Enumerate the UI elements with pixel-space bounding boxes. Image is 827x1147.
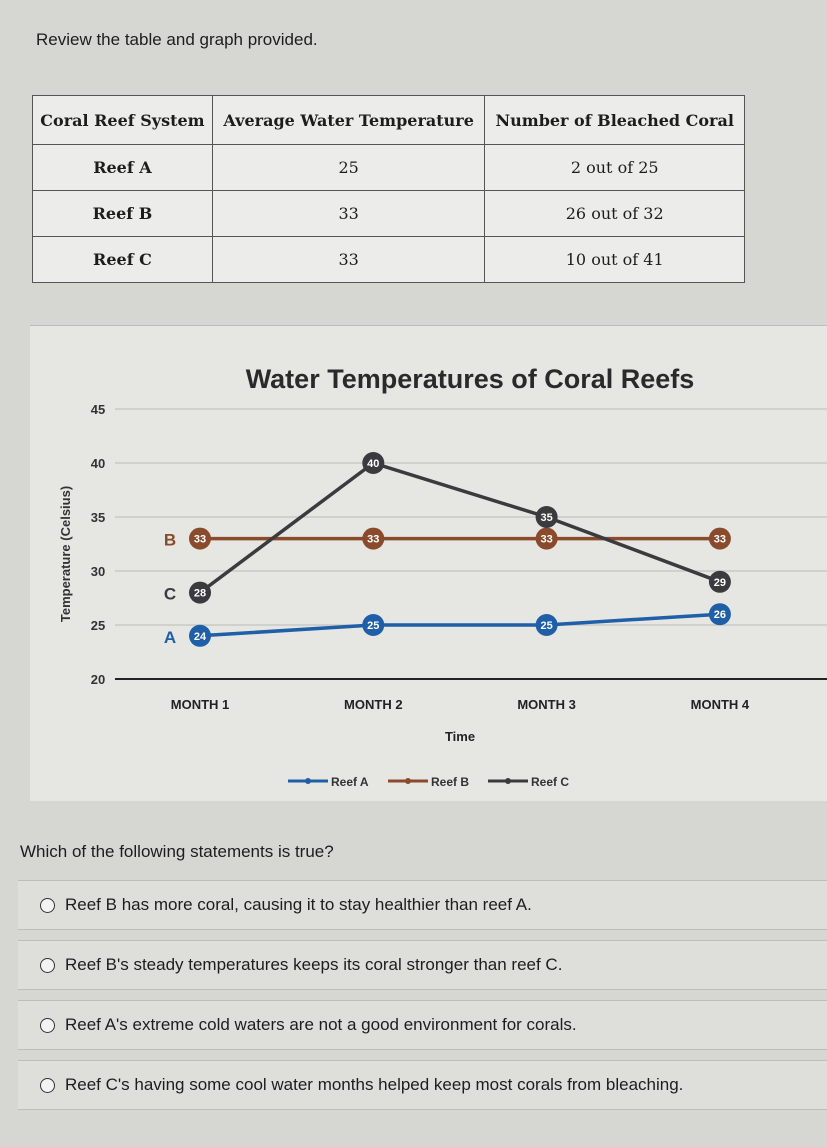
- y-tick-label: 45: [91, 402, 105, 417]
- option-label: Reef C's having some cool water months h…: [65, 1075, 684, 1094]
- data-point: [189, 624, 211, 647]
- y-tick-label: 20: [91, 672, 105, 687]
- option-label: Reef B's steady temperatures keeps its c…: [65, 955, 563, 974]
- x-tick-label: MONTH 4: [691, 697, 750, 712]
- x-tick-label: MONTH 1: [171, 697, 230, 712]
- data-label: 33: [367, 534, 379, 546]
- chart-title: Water Temperatures of Coral Reefs: [246, 364, 695, 394]
- data-point: [535, 614, 558, 636]
- table-cell: 33: [211, 190, 486, 237]
- y-axis-label: Temperature (Celsius): [58, 486, 73, 622]
- data-point: [189, 527, 211, 550]
- table-cell: Reef B: [32, 190, 213, 237]
- legend-label: Reef A: [331, 775, 369, 789]
- legend-marker: [405, 778, 411, 784]
- series-line-A: [199, 612, 721, 638]
- y-tick-label: 30: [91, 564, 105, 579]
- data-point: [362, 452, 385, 474]
- data-point: [708, 570, 731, 593]
- data-label: 29: [714, 577, 726, 589]
- data-label: 28: [194, 588, 206, 600]
- table-row: Reef A 25 2 out of 25: [32, 144, 745, 191]
- option-label: Reef B has more coral, causing it to sta…: [65, 895, 532, 914]
- x-tick-label: MONTH 3: [517, 697, 576, 712]
- option-label: Reef A's extreme cold waters are not a g…: [65, 1015, 577, 1034]
- answer-option-4[interactable]: Reef C's having some cool water months h…: [18, 1060, 827, 1110]
- table-header-row: Coral Reef System Average Water Temperat…: [32, 95, 745, 145]
- y-tick-label: 35: [91, 510, 105, 525]
- answer-option-1[interactable]: Reef B has more coral, causing it to sta…: [18, 880, 827, 930]
- table-cell: 25: [211, 144, 486, 191]
- data-point: [708, 527, 731, 550]
- question-text: Which of the following statements is tru…: [20, 842, 334, 861]
- table-cell: 10 out of 41: [484, 236, 745, 283]
- radio-button[interactable]: [40, 897, 55, 913]
- data-label: 25: [540, 620, 552, 632]
- data-point: [535, 527, 558, 550]
- data-label: 33: [540, 534, 552, 546]
- legend-marker: [505, 778, 511, 784]
- x-axis-label: Time: [445, 729, 475, 744]
- table-cell: 33: [211, 236, 486, 283]
- data-point: [535, 506, 558, 528]
- answer-option-3[interactable]: Reef A's extreme cold waters are not a g…: [18, 1000, 827, 1050]
- y-tick-label: 40: [91, 456, 105, 471]
- column-header: Coral Reef System: [32, 95, 213, 145]
- radio-button[interactable]: [40, 1017, 55, 1033]
- legend-label: Reef C: [531, 775, 569, 789]
- data-label: 35: [540, 512, 552, 524]
- table-cell: Reef C: [32, 236, 213, 283]
- x-tick-label: MONTH 2: [344, 697, 403, 712]
- table-row: Reef B 33 26 out of 32: [32, 190, 745, 237]
- data-point: [362, 527, 385, 550]
- data-label: 26: [714, 609, 726, 621]
- answer-option-2[interactable]: Reef B's steady temperatures keeps its c…: [18, 940, 827, 990]
- data-label: 33: [194, 534, 206, 546]
- prompt-text: Review the table and graph provided.: [36, 30, 318, 49]
- line-chart: Water Temperatures of Coral Reefs 20 25 30 3…: [30, 325, 827, 801]
- series-letter-label: B: [164, 531, 176, 550]
- column-header: Number of Bleached Coral: [484, 95, 745, 145]
- radio-button[interactable]: [40, 1077, 55, 1093]
- data-point: [362, 614, 385, 636]
- column-header: Average Water Temperature: [211, 95, 486, 145]
- legend-label: Reef B: [431, 775, 469, 789]
- table-cell: 26 out of 32: [484, 190, 745, 237]
- data-label: 24: [194, 631, 207, 643]
- y-tick-label: 25: [91, 618, 105, 633]
- data-label: 25: [367, 620, 379, 632]
- series-letter-label: A: [164, 628, 176, 647]
- legend-marker: [305, 778, 311, 784]
- radio-button[interactable]: [40, 957, 55, 973]
- coral-table: Coral Reef System Average Water Temperat…: [32, 95, 745, 283]
- data-label: 40: [367, 458, 379, 470]
- table-cell: Reef A: [32, 144, 213, 191]
- chart-svg: Water Temperatures of Coral Reefs 20 25 30 3…: [58, 364, 827, 789]
- data-point: [708, 603, 731, 626]
- table-cell: 2 out of 25: [484, 144, 745, 191]
- data-label: 33: [714, 534, 726, 546]
- table-row: Reef C 33 10 out of 41: [32, 236, 745, 283]
- data-point: [189, 581, 211, 604]
- series-letter-label: C: [164, 585, 176, 604]
- series-line-C: [198, 461, 721, 595]
